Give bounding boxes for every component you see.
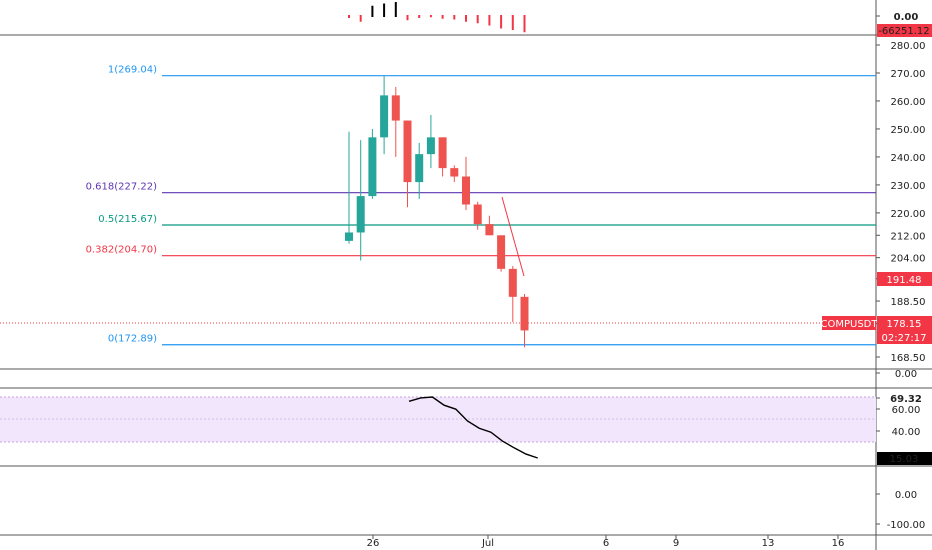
- candle-body: [380, 95, 389, 138]
- macd-bar: [394, 2, 397, 17]
- price-tick-label: 260.00: [891, 97, 926, 108]
- price-tick-label: 204.00: [891, 254, 926, 265]
- macd-bar: [441, 15, 444, 19]
- fib-label: 0.382(204.70): [86, 245, 158, 256]
- macd-bar: [523, 15, 526, 33]
- candle-body: [415, 154, 424, 183]
- stoch-minus100-label: -100.00: [887, 520, 926, 531]
- macd-bar: [371, 5, 374, 17]
- candle-body: [508, 268, 517, 297]
- rsi-band: [0, 397, 876, 442]
- rsi-current-label: 15.03: [877, 452, 932, 465]
- price-tick-label: 230.00: [891, 181, 926, 192]
- candle-body: [520, 296, 529, 331]
- time-tick-label: Jul: [481, 538, 494, 549]
- macd-bar: [429, 15, 432, 18]
- fib-label: 0(172.89): [108, 334, 157, 345]
- candle-body: [473, 204, 482, 225]
- price-tick-label: 168.50: [891, 353, 926, 364]
- price-tick-label: 212.00: [891, 231, 926, 242]
- fib-retracement[interactable]: 1(269.04) 0.618(227.22) 0.5(215.67) 0.382(2…: [86, 65, 876, 346]
- price-tick-label: 188.50: [891, 297, 926, 308]
- price-tick-label: 270.00: [891, 69, 926, 80]
- countdown-box: [877, 330, 932, 344]
- macd-bar: [453, 15, 456, 20]
- candle-body: [356, 196, 365, 233]
- volume-zero-label: 0.00: [895, 369, 917, 380]
- macd-bar: [465, 15, 467, 22]
- candles: [345, 75, 529, 348]
- macd-bar: [476, 15, 479, 24]
- tag-box: [877, 272, 932, 286]
- time-tick-label: 26: [367, 538, 380, 549]
- fib-label: 0.618(227.22): [86, 182, 158, 193]
- macd-bar: [418, 15, 421, 18]
- label-box: [877, 452, 932, 465]
- rsi-60-label: 60.00: [892, 405, 921, 416]
- tag-191-label: 191.48: [887, 275, 922, 286]
- candle-body: [438, 137, 447, 169]
- symbol-tag-box: [822, 316, 876, 330]
- price-axis: 280.00 270.00 260.00 250.00 240.00 230.00 220.…: [876, 12, 932, 531]
- fib-label: 0.5(215.67): [98, 214, 157, 225]
- macd-bar: [348, 15, 350, 18]
- fib-label: 1(269.04): [108, 65, 157, 76]
- price-tags: 191.48 COMPUSDT 178.15 02:27:17: [821, 272, 932, 344]
- last-price-label: 178.15: [887, 319, 922, 330]
- candle-body: [368, 137, 377, 197]
- rsi-line: [408, 396, 538, 459]
- macd-bar: [359, 15, 362, 22]
- rsi-40-label: 40.00: [892, 427, 921, 438]
- label-text: 15.03: [890, 454, 919, 465]
- countdown-label: 02:27:17: [882, 333, 927, 344]
- time-tick-label: 13: [762, 538, 775, 549]
- time-tick-label: 9: [673, 538, 679, 549]
- macd-bar: [511, 15, 514, 30]
- candle-body: [345, 232, 353, 241]
- label-text: -66251.12: [878, 26, 929, 37]
- macd-bar: [500, 15, 503, 29]
- price-tick-label: 240.00: [891, 153, 926, 164]
- macd-bar: [383, 3, 386, 17]
- thin-trend-line: [501, 196, 525, 277]
- macd-bar: [488, 15, 491, 26]
- macd-histogram: [348, 2, 526, 33]
- macd-bar: [406, 15, 409, 21]
- rsi-max-label: 69.32: [890, 394, 922, 405]
- macd-current-label: -66251.12: [877, 24, 932, 37]
- time-tick-label: 6: [603, 538, 609, 549]
- stoch-zero-label: 0.00: [895, 490, 917, 501]
- price-tick-label: 220.00: [891, 209, 926, 220]
- last-price-box: [877, 316, 932, 330]
- candle-body: [426, 137, 435, 155]
- symbol-tag-label: COMPUSDT: [821, 319, 879, 330]
- price-tick-label: 280.00: [891, 41, 926, 52]
- time-tick-label: 16: [832, 538, 845, 549]
- price-tick-label: 250.00: [891, 125, 926, 136]
- label-box: [877, 24, 932, 37]
- time-axis: 26 Jul 6 9 13 16: [367, 535, 845, 549]
- macd-zero-label: 0.00: [894, 12, 919, 23]
- candle-body: [462, 176, 470, 205]
- candle-body: [450, 168, 459, 177]
- candle-body: [497, 235, 506, 269]
- candle-body: [403, 120, 412, 183]
- candle-body: [391, 95, 400, 121]
- candle-body: [485, 224, 494, 236]
